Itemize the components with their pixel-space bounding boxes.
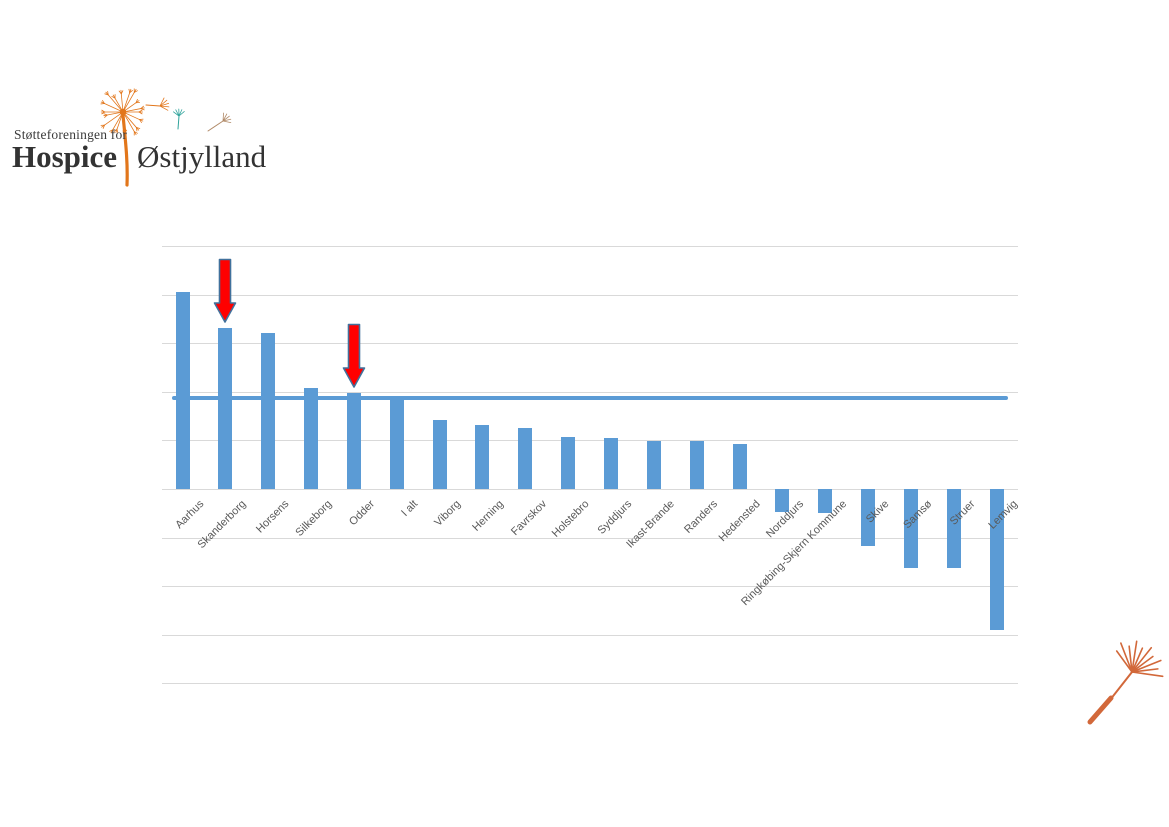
category-label: Aarhus bbox=[172, 498, 206, 532]
bar bbox=[646, 441, 661, 489]
logo-tagline: Støtteforeningen for bbox=[14, 127, 128, 142]
gridline bbox=[162, 246, 1018, 247]
bar bbox=[732, 443, 747, 489]
gridline bbox=[162, 683, 1018, 685]
category-label: Randers bbox=[682, 498, 721, 536]
bar-chart: Aarhus Skanderborg Horsens Silkeborg Odder I … bbox=[162, 245, 1020, 690]
gridline bbox=[162, 489, 1018, 490]
bar bbox=[989, 489, 1004, 630]
logo-title-region: Østjylland bbox=[137, 139, 267, 174]
bar bbox=[304, 387, 319, 489]
gridline bbox=[162, 391, 1018, 393]
logo: Støtteforeningen for Hospice Østjylland bbox=[8, 82, 308, 197]
bar bbox=[861, 489, 876, 546]
category-label: Herning bbox=[470, 498, 506, 534]
category-label: Horsens bbox=[254, 498, 292, 536]
bar bbox=[175, 291, 190, 489]
gridline bbox=[162, 440, 1018, 442]
gridline bbox=[162, 634, 1018, 636]
gridline bbox=[162, 343, 1018, 345]
category-label: Favrskov bbox=[508, 498, 549, 539]
bar bbox=[818, 489, 833, 514]
dandelion-logo-icon bbox=[100, 88, 232, 187]
gridline bbox=[162, 537, 1018, 539]
bar bbox=[261, 332, 276, 489]
bar bbox=[946, 489, 961, 568]
bar bbox=[432, 419, 447, 489]
bar bbox=[604, 438, 618, 489]
bar bbox=[518, 427, 533, 489]
category-label: I alt bbox=[399, 498, 421, 520]
category-label: Viborg bbox=[432, 498, 464, 529]
category-label: Holstebro bbox=[549, 498, 592, 540]
bar bbox=[346, 393, 361, 489]
gridline bbox=[162, 294, 1018, 296]
reference-line bbox=[172, 395, 1008, 401]
bar bbox=[389, 397, 404, 489]
bar bbox=[689, 441, 704, 489]
category-label: Odder bbox=[347, 498, 378, 529]
bar bbox=[903, 489, 918, 568]
red-arrow-down-icon bbox=[214, 258, 237, 323]
gridline bbox=[162, 586, 1018, 588]
bar bbox=[218, 327, 233, 489]
red-arrow-down-icon bbox=[342, 323, 366, 389]
bar bbox=[561, 436, 576, 489]
category-label: Silkeborg bbox=[293, 498, 335, 539]
logo-title-hospice: Hospice bbox=[12, 139, 118, 174]
dandelion-seed-icon bbox=[1087, 640, 1164, 725]
category-label: Syddjurs bbox=[595, 498, 635, 537]
bar bbox=[775, 489, 790, 513]
bar bbox=[475, 424, 490, 489]
